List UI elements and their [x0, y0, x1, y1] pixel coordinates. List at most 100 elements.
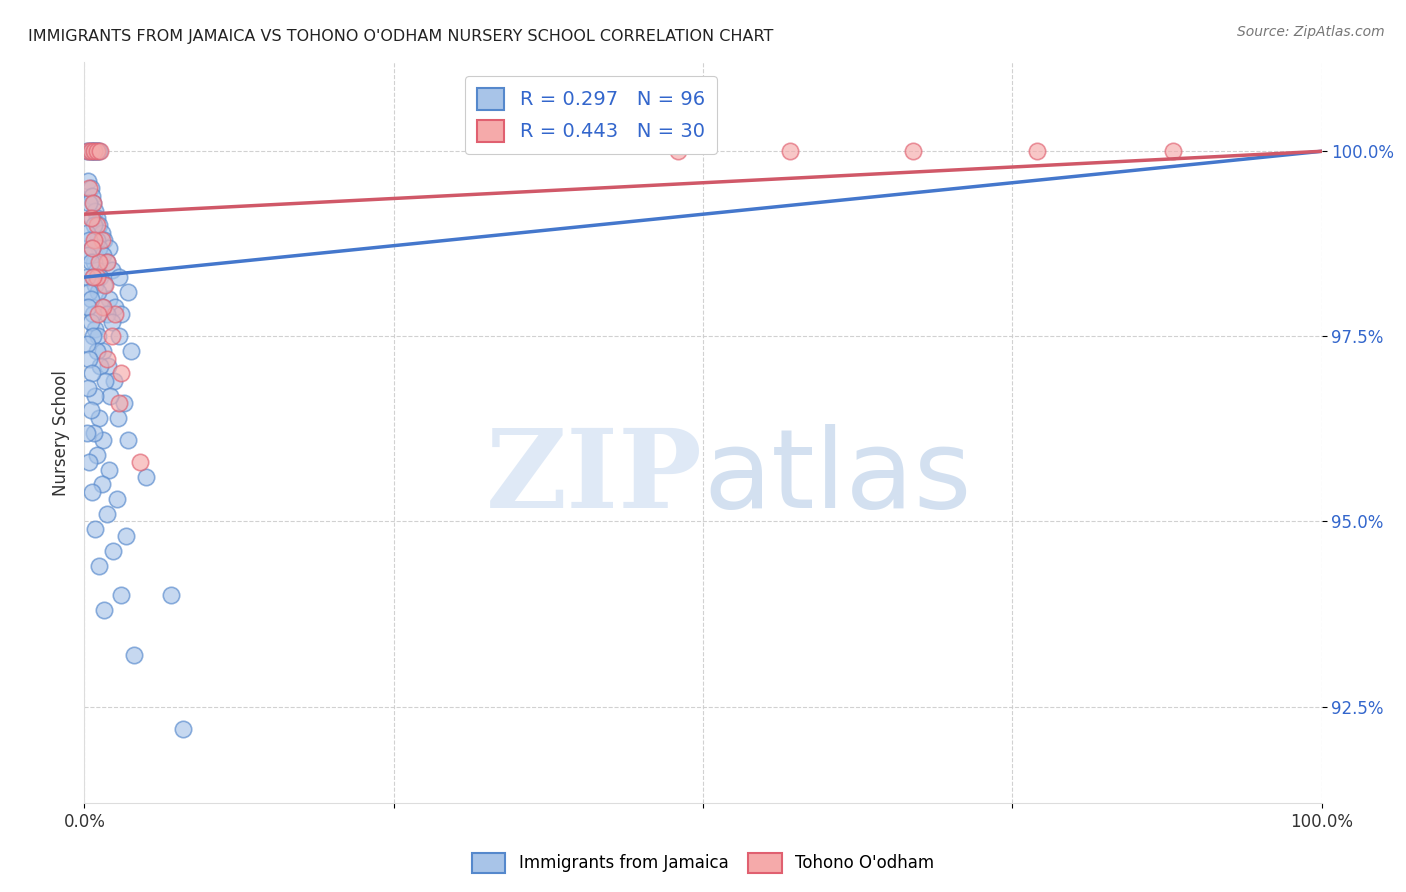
- Point: [91, 344, 114, 359]
- Point: [115, 529, 138, 543]
- Point: [94, 277, 117, 292]
- Point: [79, 196, 101, 211]
- Point: [100, 315, 122, 329]
- Point: [86, 262, 108, 277]
- Point: [91, 433, 114, 447]
- Point: [89, 270, 111, 285]
- Point: [76, 336, 98, 351]
- Point: [76, 270, 98, 285]
- Point: [80, 484, 103, 499]
- Point: [79, 211, 101, 225]
- Point: [122, 648, 145, 662]
- Point: [79, 145, 101, 159]
- Point: [84, 145, 107, 159]
- Point: [129, 455, 152, 469]
- Point: [98, 389, 121, 403]
- Point: [98, 462, 121, 476]
- Point: [79, 233, 101, 247]
- Point: [83, 219, 105, 233]
- Point: [79, 403, 101, 417]
- Point: [79, 255, 101, 269]
- Point: [135, 470, 157, 484]
- Point: [86, 145, 108, 159]
- Point: [108, 329, 131, 343]
- Point: [87, 285, 110, 299]
- Point: [89, 359, 111, 373]
- Point: [86, 233, 108, 247]
- Point: [93, 233, 115, 247]
- Point: [79, 285, 101, 299]
- Point: [76, 145, 98, 159]
- Point: [101, 544, 124, 558]
- Legend: R = 0.297   N = 96, R = 0.443   N = 30: R = 0.297 N = 96, R = 0.443 N = 30: [465, 76, 717, 153]
- Point: [112, 396, 135, 410]
- Point: [82, 307, 104, 321]
- Point: [90, 233, 112, 247]
- Point: [91, 300, 114, 314]
- Point: [903, 145, 925, 159]
- Point: [103, 374, 125, 388]
- Point: [90, 226, 112, 240]
- Point: [97, 359, 120, 373]
- Point: [1026, 145, 1049, 159]
- Point: [82, 329, 104, 343]
- Point: [120, 344, 142, 359]
- Point: [86, 219, 108, 233]
- Point: [82, 196, 104, 211]
- Point: [79, 351, 101, 366]
- Point: [86, 145, 108, 159]
- Point: [117, 433, 139, 447]
- Point: [84, 522, 107, 536]
- Point: [105, 492, 128, 507]
- Point: [83, 233, 105, 247]
- Point: [89, 145, 111, 159]
- Point: [160, 589, 183, 603]
- Text: IMMIGRANTS FROM JAMAICA VS TOHONO O'ODHAM NURSERY SCHOOL CORRELATION CHART: IMMIGRANTS FROM JAMAICA VS TOHONO O'ODHA…: [28, 29, 773, 44]
- Point: [79, 293, 101, 307]
- Point: [96, 255, 118, 269]
- Point: [82, 145, 104, 159]
- Point: [83, 425, 105, 440]
- Point: [107, 410, 129, 425]
- Point: [96, 307, 118, 321]
- Point: [82, 270, 104, 285]
- Point: [84, 322, 107, 336]
- Point: [100, 262, 122, 277]
- Point: [76, 226, 98, 240]
- Point: [98, 241, 121, 255]
- Text: atlas: atlas: [703, 424, 972, 531]
- Point: [87, 329, 110, 343]
- Point: [86, 344, 108, 359]
- Point: [89, 255, 111, 269]
- Point: [77, 145, 100, 159]
- Point: [84, 203, 107, 218]
- Point: [1161, 145, 1184, 159]
- Point: [100, 329, 122, 343]
- Point: [82, 270, 104, 285]
- Point: [90, 300, 112, 314]
- Point: [79, 315, 101, 329]
- Point: [80, 241, 103, 255]
- Point: [79, 181, 101, 195]
- Point: [86, 448, 108, 462]
- Point: [79, 455, 101, 469]
- Point: [86, 270, 108, 285]
- Point: [93, 603, 115, 617]
- Point: [77, 381, 100, 395]
- Point: [666, 145, 689, 159]
- Point: [80, 367, 103, 381]
- Point: [89, 558, 111, 573]
- Point: [89, 410, 111, 425]
- Point: [77, 248, 100, 262]
- Point: [80, 188, 103, 202]
- Point: [98, 293, 121, 307]
- Point: [110, 367, 132, 381]
- Text: Source: ZipAtlas.com: Source: ZipAtlas.com: [1237, 25, 1385, 39]
- Point: [80, 211, 103, 225]
- Point: [110, 589, 132, 603]
- Point: [76, 425, 98, 440]
- Point: [84, 277, 107, 292]
- Point: [104, 300, 127, 314]
- Point: [83, 255, 105, 269]
- Text: ZIP: ZIP: [486, 424, 703, 531]
